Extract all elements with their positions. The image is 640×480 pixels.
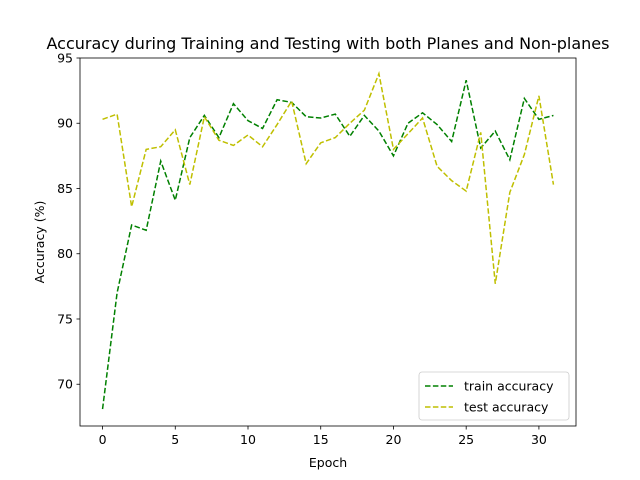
y-tick-label: 85 <box>57 181 73 196</box>
y-tick-label: 75 <box>57 311 73 326</box>
legend-label-0: train accuracy <box>464 379 554 394</box>
x-tick-label: 30 <box>531 432 547 447</box>
legend-box <box>418 371 570 421</box>
y-tick-label: 90 <box>57 116 73 131</box>
x-axis-label: Epoch <box>309 455 347 470</box>
chart-title: Accuracy during Training and Testing wit… <box>47 34 610 53</box>
x-tick-label: 20 <box>386 432 402 447</box>
y-axis-label: Accuracy (%) <box>32 201 47 284</box>
axes-frame <box>79 57 577 427</box>
plot-area: 0 5 10 15 20 25 30 70 75 80 85 90 95 <box>57 51 577 447</box>
x-tick-label: 15 <box>313 432 329 447</box>
y-tick-label: 70 <box>57 377 73 392</box>
x-tick-label: 5 <box>171 432 179 447</box>
legend: train accuracy test accuracy <box>418 371 570 421</box>
series-line-0 <box>101 80 554 410</box>
y-tick-label: 95 <box>57 51 73 66</box>
x-tick-label: 0 <box>99 432 107 447</box>
y-tick-label: 80 <box>57 246 73 261</box>
series-line-1 <box>102 70 555 284</box>
legend-label-1: test accuracy <box>464 400 549 415</box>
x-tick-label: 10 <box>240 432 256 447</box>
x-tick-label: 25 <box>458 432 474 447</box>
